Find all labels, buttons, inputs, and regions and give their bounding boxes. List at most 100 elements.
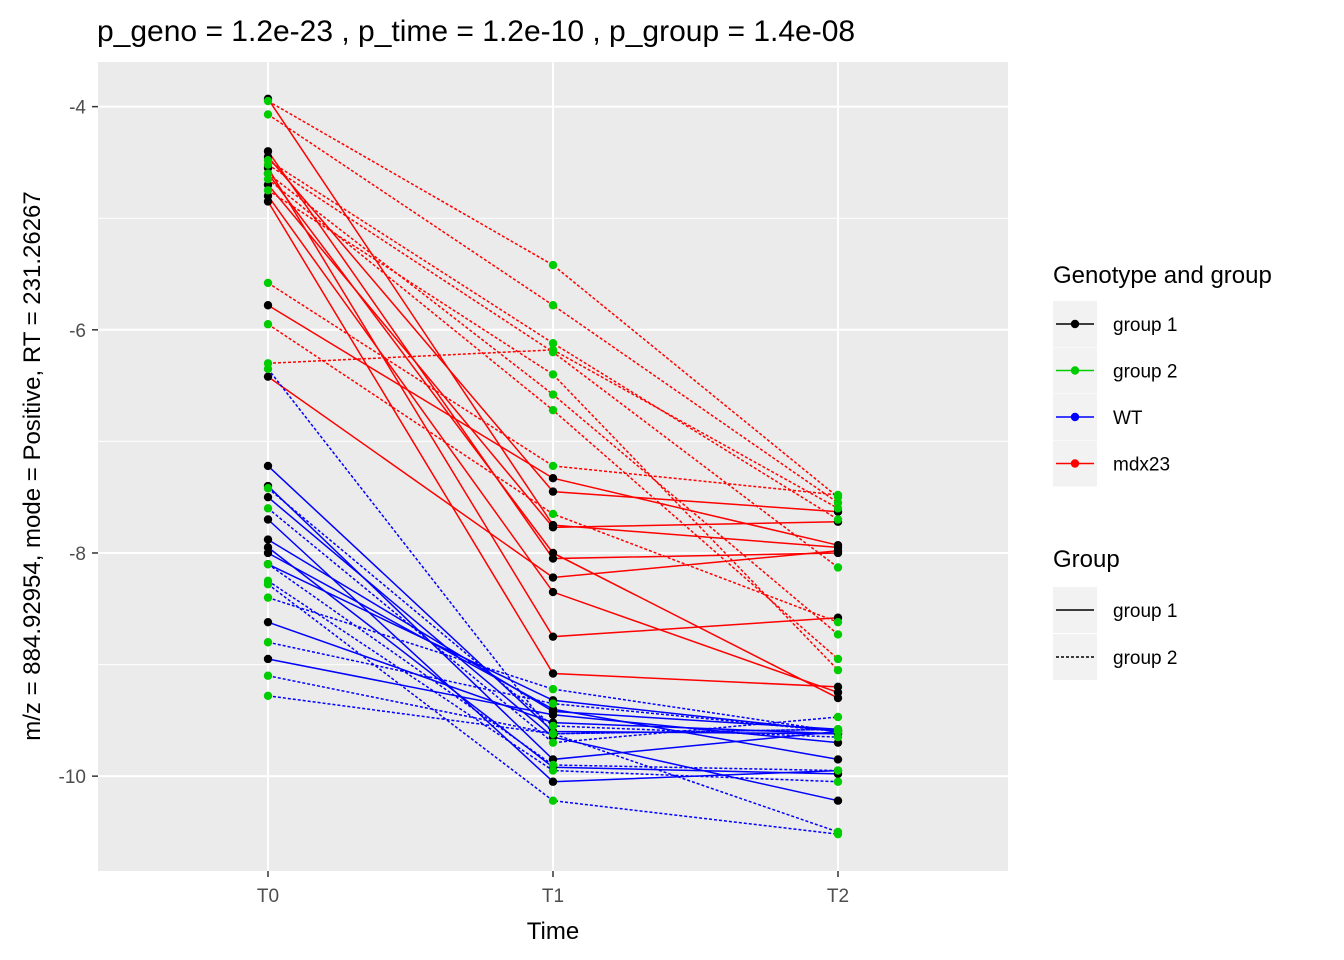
data-point <box>548 487 558 496</box>
y-tick-label: -10 <box>59 767 86 788</box>
data-point <box>833 712 843 722</box>
series-line <box>267 563 839 772</box>
series-line <box>267 282 839 496</box>
data-point <box>263 593 273 602</box>
data-point <box>263 364 273 374</box>
data-point <box>548 573 558 582</box>
data-point <box>263 110 273 119</box>
data-point <box>833 796 843 805</box>
data-point <box>833 630 843 639</box>
data-point <box>548 632 558 641</box>
data-point <box>263 691 273 701</box>
data-point <box>263 372 273 381</box>
data-point <box>833 490 843 500</box>
x-tick-label: T0 <box>257 886 279 907</box>
data-point <box>263 197 273 206</box>
data-point <box>263 580 273 589</box>
data-point <box>548 474 558 483</box>
data-point <box>263 174 273 184</box>
color-legend-title: Genotype and group <box>1053 262 1272 289</box>
data-point <box>263 535 273 544</box>
data-point <box>833 563 843 572</box>
legend-label: mdx23 <box>1113 455 1170 476</box>
legend-swatch-point <box>1070 366 1080 375</box>
legend-label: group 1 <box>1113 315 1177 336</box>
y-tick-label: -4 <box>69 98 86 119</box>
data-point <box>548 390 558 399</box>
data-point <box>263 96 273 106</box>
legend-swatch-point <box>1070 459 1080 468</box>
data-point <box>263 484 273 493</box>
data-point <box>263 504 273 513</box>
data-point <box>263 320 273 329</box>
legend-label: group 1 <box>1113 601 1177 622</box>
data-point <box>548 796 558 805</box>
data-point <box>548 523 558 532</box>
data-point <box>263 654 273 664</box>
legend-label: WT <box>1113 408 1143 429</box>
series-line <box>267 159 839 521</box>
data-point <box>548 548 558 558</box>
data-point <box>548 509 558 519</box>
legend: Genotype and group group 1 group 2 WT mdx23 G… <box>1053 262 1272 680</box>
legend-swatch-point <box>1070 412 1080 422</box>
legend-swatch-point <box>1070 319 1080 329</box>
data-point <box>548 777 558 786</box>
data-point <box>833 766 843 775</box>
data-point <box>263 492 273 502</box>
data-point <box>548 684 558 694</box>
data-point <box>263 461 273 471</box>
x-tick-label: T1 <box>542 886 564 907</box>
data-point <box>548 729 558 738</box>
data-point <box>263 617 273 627</box>
data-point <box>548 461 558 471</box>
data-point <box>833 546 843 555</box>
data-point <box>263 543 273 552</box>
chart-title: p_geno = 1.2e-23 , p_time = 1.2e-10 , p_… <box>97 15 855 48</box>
data-point <box>833 829 843 839</box>
data-point <box>548 699 558 708</box>
legend-label: group 2 <box>1113 648 1177 669</box>
data-point <box>548 721 558 731</box>
series-line <box>267 596 839 733</box>
data-point <box>833 504 843 513</box>
y-tick-label: -6 <box>69 321 86 342</box>
data-point <box>548 669 558 678</box>
data-point <box>548 338 558 348</box>
data-point <box>548 587 558 597</box>
data-point <box>548 345 558 355</box>
data-point <box>548 738 558 747</box>
data-point <box>833 665 843 675</box>
data-point <box>548 260 558 270</box>
axes: -4 -6 -8 -10 T0 T1 T2 <box>59 98 850 907</box>
data-point <box>548 405 558 415</box>
data-point <box>263 559 273 569</box>
data-point <box>833 755 843 764</box>
data-point <box>263 186 273 195</box>
data-point <box>833 777 843 786</box>
y-tick-label: -8 <box>69 544 86 565</box>
data-point <box>548 710 558 719</box>
series-line <box>267 507 839 744</box>
data-point <box>833 617 843 627</box>
x-axis-title: Time <box>527 918 579 945</box>
y-axis-title: m/z = 884.92954, mode = Positive, RT = 2… <box>19 191 46 740</box>
data-point <box>263 160 273 169</box>
x-tick-label: T2 <box>827 886 849 907</box>
data-point <box>263 278 273 288</box>
legend-label: group 2 <box>1113 362 1177 383</box>
data-point <box>263 515 273 524</box>
legend-key <box>1053 634 1097 680</box>
data-point <box>833 654 843 664</box>
data-point <box>263 301 273 310</box>
data-point <box>833 725 843 734</box>
data-point <box>833 682 843 692</box>
data-point <box>263 638 273 647</box>
data-point <box>548 766 558 775</box>
data-point <box>548 370 558 379</box>
series-points <box>263 94 843 839</box>
data-point <box>263 671 273 680</box>
linetype-legend-title: Group <box>1053 546 1120 573</box>
data-point <box>833 515 843 524</box>
